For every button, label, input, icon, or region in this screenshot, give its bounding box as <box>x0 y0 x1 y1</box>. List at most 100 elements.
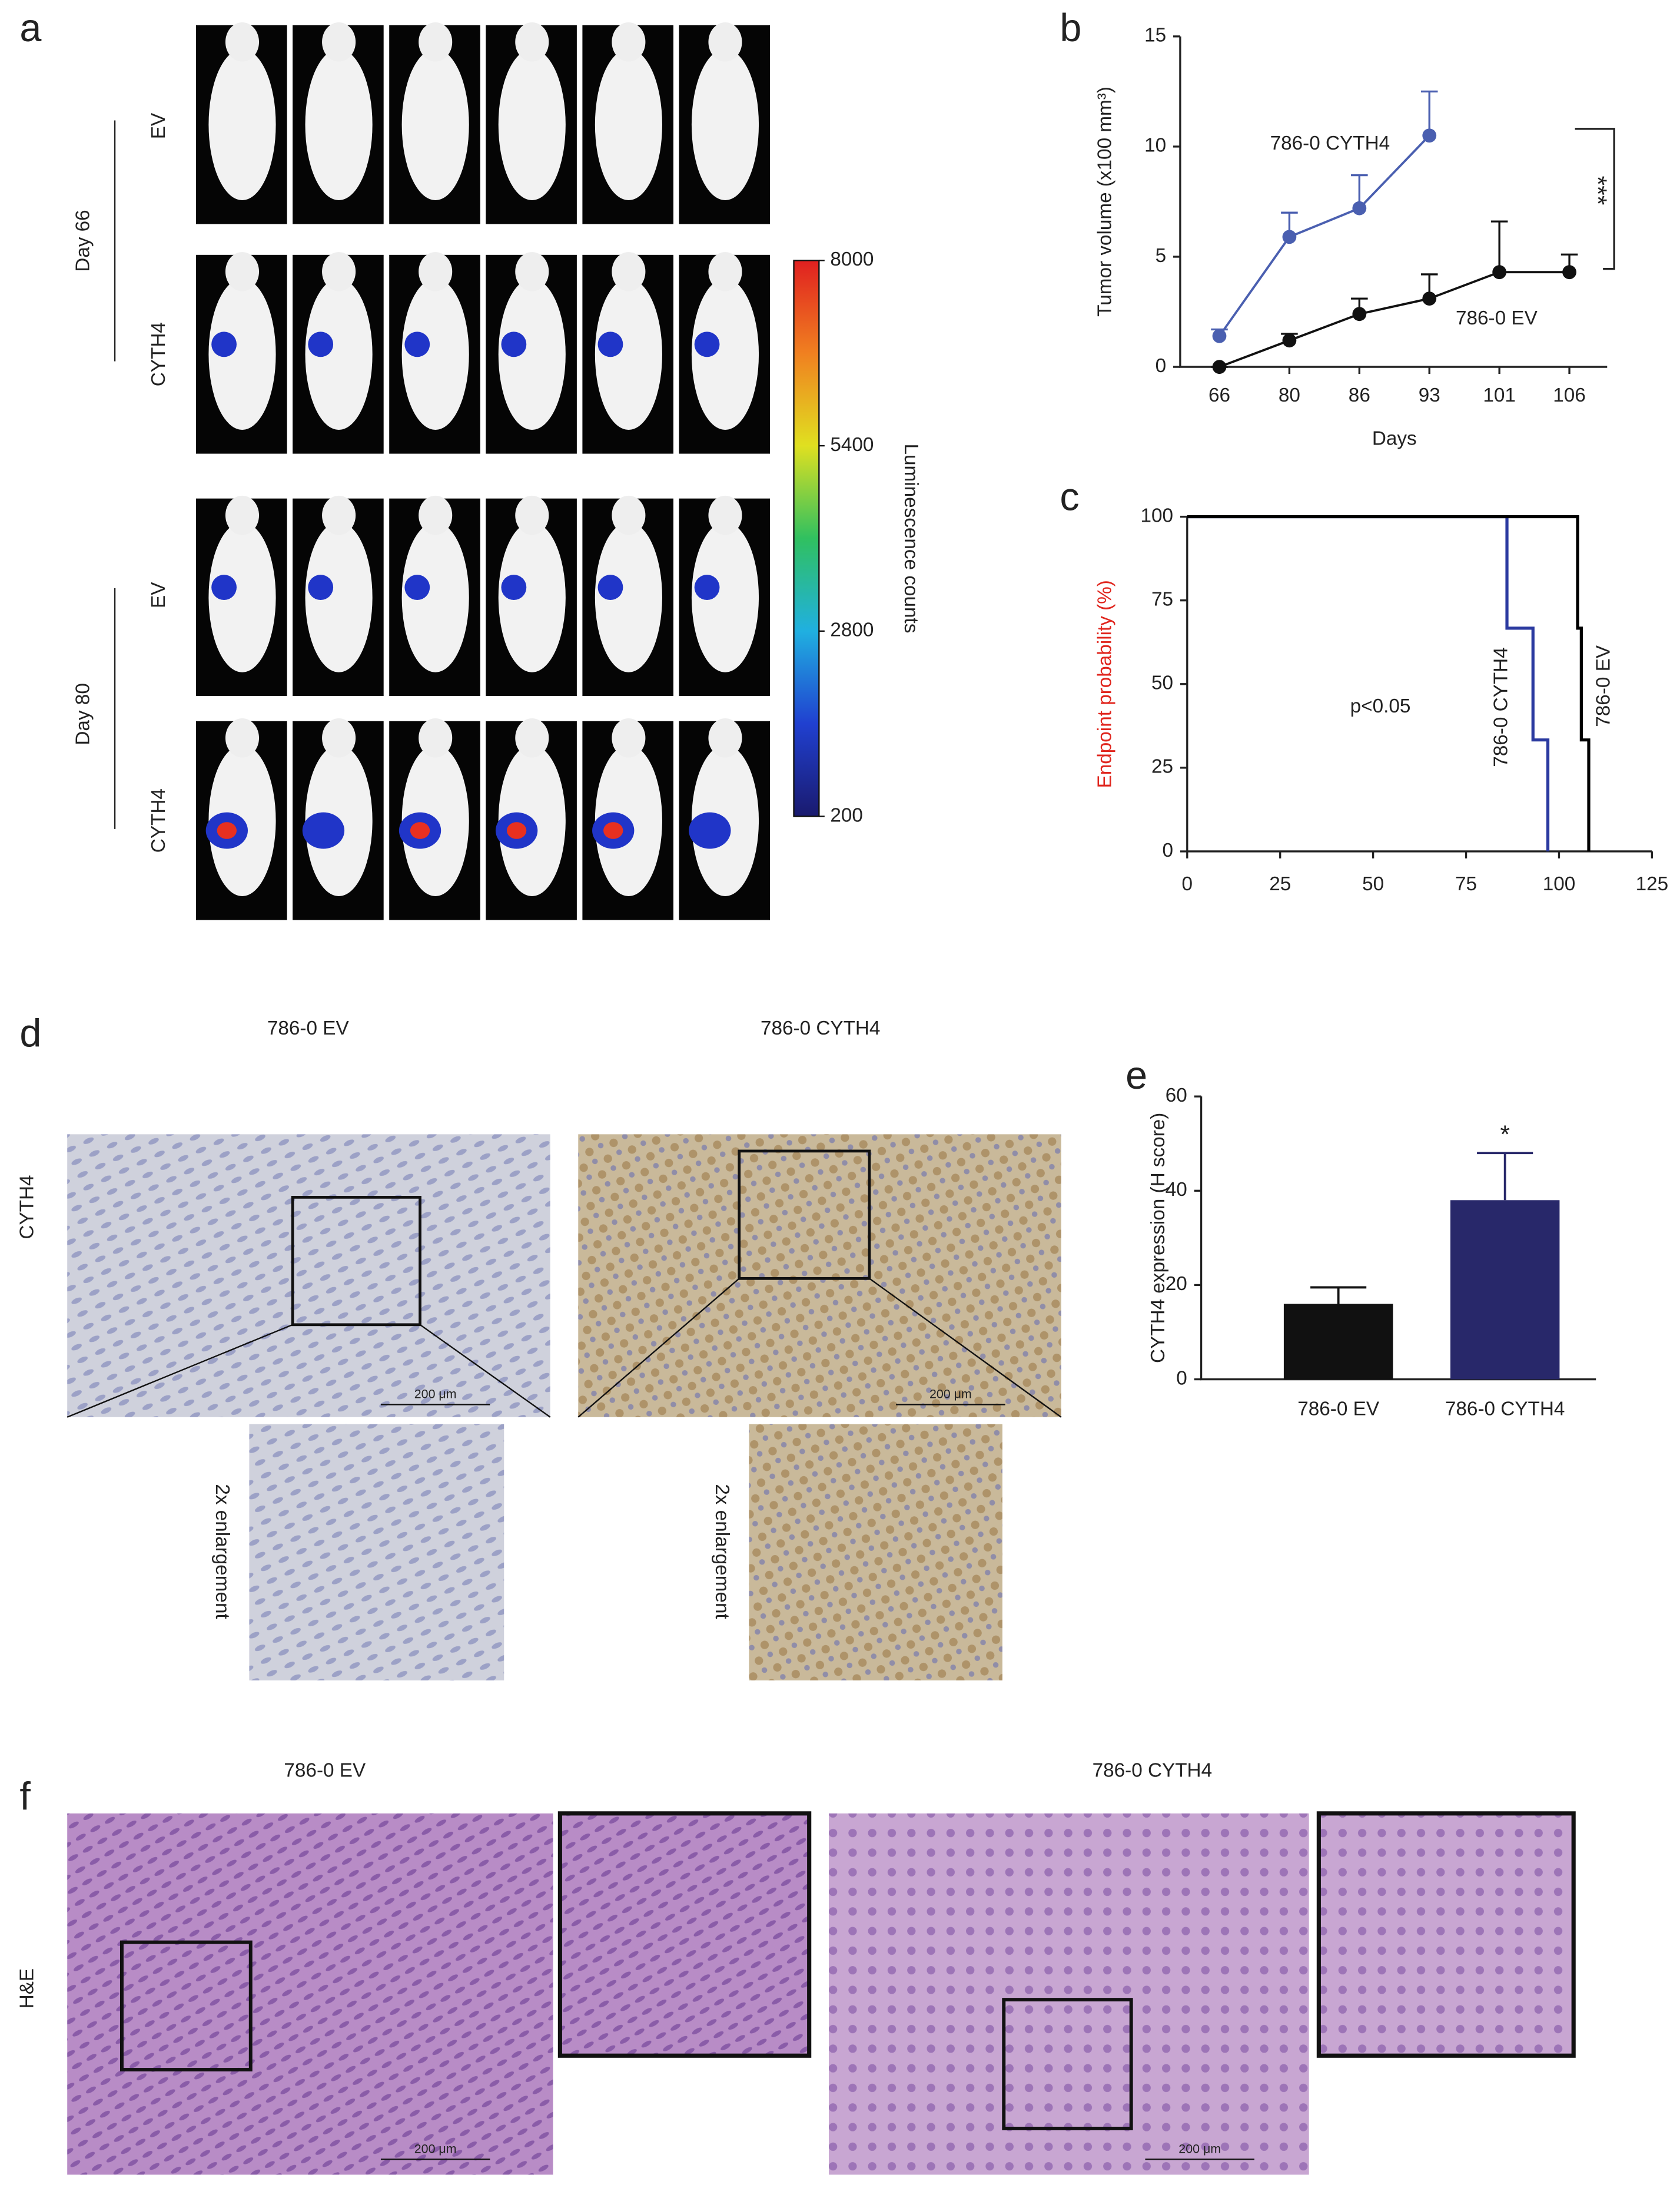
axis <box>1179 36 1608 368</box>
x-tick-label: 75 <box>1455 873 1477 895</box>
signal <box>211 575 237 600</box>
mouse-body <box>595 49 662 200</box>
mouse-body <box>498 522 566 672</box>
mouse-head <box>612 495 646 535</box>
signal <box>694 575 720 600</box>
axis-label: Luminescence counts <box>900 443 922 633</box>
series-label: 786-0 CYTH4 <box>1270 132 1390 154</box>
x-tick-label: 86 <box>1349 384 1370 406</box>
row-label: H&E <box>16 1968 38 2008</box>
mouse-body <box>691 279 759 430</box>
mouse-images <box>196 22 771 920</box>
x-tick-label: 786-0 EV <box>1297 1398 1380 1420</box>
x-tick-label: 786-0 CYTH4 <box>1445 1398 1565 1420</box>
zoom-line <box>577 1278 740 1418</box>
tick-label: 8000 <box>830 248 874 270</box>
signal <box>302 812 345 849</box>
signal <box>501 331 527 357</box>
series-line <box>1218 134 1430 337</box>
row-label: CYTH4 <box>16 1175 38 1239</box>
he-inset <box>1316 1811 1576 2058</box>
y-tick-label: 20 <box>1166 1273 1187 1295</box>
survival-curve <box>1187 515 1591 851</box>
zoom-line <box>869 1278 1062 1418</box>
point <box>1282 230 1297 244</box>
point <box>1282 333 1297 348</box>
zoom-line <box>419 1324 551 1418</box>
mouse-head <box>419 252 453 291</box>
mouse-body <box>691 49 759 200</box>
mouse-head <box>708 495 742 535</box>
colorbar <box>793 260 820 817</box>
mouse-head <box>225 22 260 62</box>
mouse-body <box>305 279 373 430</box>
signal <box>597 331 623 357</box>
zoom-box <box>119 1940 253 2072</box>
image-title: 786-0 EV <box>284 1759 366 1781</box>
zoom-box <box>291 1196 421 1327</box>
y-tick-label: 100 <box>1140 505 1173 526</box>
axis-label: Endpoint probability (%) <box>1094 580 1116 788</box>
y-tick-label: 50 <box>1151 672 1173 694</box>
y-tick-label: 0 <box>1163 840 1174 861</box>
mouse-head <box>419 495 453 535</box>
bar <box>1450 1200 1560 1380</box>
x-tick-label: 80 <box>1279 384 1300 406</box>
point <box>1422 128 1437 143</box>
mouse-body <box>401 279 469 430</box>
signal <box>501 575 527 600</box>
mouse-head <box>322 252 356 291</box>
mouse-head <box>225 718 260 758</box>
mouse-head <box>419 718 453 758</box>
x-tick-label: 66 <box>1208 384 1230 406</box>
mouse-head <box>612 22 646 62</box>
mouse-head <box>515 252 549 291</box>
y-tick-label: 15 <box>1144 25 1166 47</box>
mouse-head <box>515 718 549 758</box>
signal <box>308 331 334 357</box>
signal <box>689 812 731 849</box>
mouse-body <box>208 279 276 430</box>
x-tick-label: 101 <box>1483 384 1516 406</box>
annotation: *** <box>1583 175 1612 205</box>
error-bar <box>1420 90 1438 136</box>
mouse-body <box>401 522 469 672</box>
row-label: CYTH4 <box>148 788 170 853</box>
tick-label: 200 <box>830 804 863 826</box>
mouse-body <box>305 49 373 200</box>
mouse-body <box>208 522 276 672</box>
mouse-head <box>612 252 646 291</box>
signal <box>211 331 237 357</box>
signal-hot <box>506 822 527 839</box>
mouse-head <box>708 252 742 291</box>
point <box>1422 291 1437 306</box>
tick-label: 2800 <box>830 619 874 641</box>
error-bar <box>1310 1286 1367 1304</box>
x-tick-label: 25 <box>1269 873 1291 895</box>
mouse-body <box>305 522 373 672</box>
axis-label: Days <box>1372 428 1417 450</box>
row-label: CYTH4 <box>148 322 170 386</box>
y-tick-label: 75 <box>1151 588 1173 610</box>
mouse-head <box>322 22 356 62</box>
panel-label: b <box>1060 6 1081 50</box>
annotation: * <box>1500 1120 1510 1149</box>
y-tick-label: 0 <box>1176 1367 1187 1389</box>
y-tick-label: 60 <box>1166 1085 1187 1106</box>
day-label: Day 66 <box>72 210 94 271</box>
panel-label: f <box>19 1775 31 1819</box>
significance-bracket <box>1575 128 1615 270</box>
signal <box>597 575 623 600</box>
scale-label: 200 μm <box>414 1387 457 1401</box>
signal-hot <box>603 822 623 839</box>
mouse-head <box>419 22 453 62</box>
mouse-head <box>515 22 549 62</box>
row-label: EV <box>148 112 170 139</box>
point <box>1562 265 1576 280</box>
mouse-head <box>322 495 356 535</box>
panel-label: a <box>19 6 42 50</box>
zoom-box <box>738 1149 871 1280</box>
series-label: 786-0 CYTH4 <box>1490 647 1512 767</box>
